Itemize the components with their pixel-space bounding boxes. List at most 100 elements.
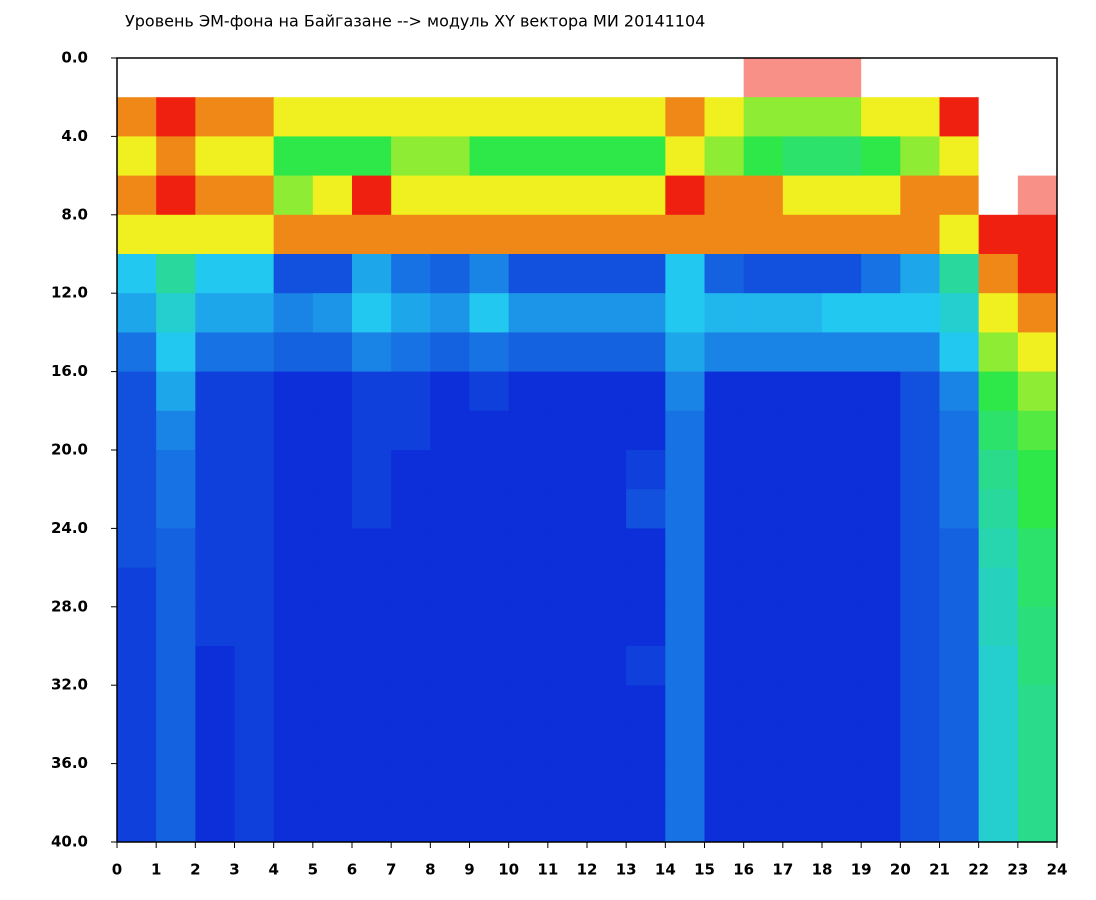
heat-cell <box>822 175 862 216</box>
x-tick-label: 9 <box>464 861 474 879</box>
heat-cell <box>195 802 235 843</box>
heat-cell <box>391 646 431 686</box>
x-tick-label: 22 <box>968 861 989 879</box>
heat-cell <box>782 450 823 490</box>
heat-cell <box>743 763 784 804</box>
heat-cell <box>352 528 392 569</box>
heat-cell <box>822 97 862 137</box>
heat-cell <box>978 450 1019 490</box>
heat-cell <box>1017 489 1058 529</box>
heat-cell <box>626 175 666 216</box>
heat-cell <box>939 332 980 373</box>
heat-cell <box>195 489 235 529</box>
heat-cell <box>900 685 940 725</box>
heat-cell <box>861 685 901 725</box>
heat-cell <box>312 802 353 843</box>
heat-cell <box>861 410 901 451</box>
heat-cell <box>704 332 745 373</box>
heat-cell <box>234 136 275 177</box>
heat-cell <box>156 293 196 333</box>
heat-cell <box>822 332 862 373</box>
heat-cell <box>156 646 196 686</box>
heat-cell <box>312 58 353 98</box>
heat-cell <box>547 293 588 333</box>
heat-cell <box>430 802 470 843</box>
heat-cell <box>469 175 510 216</box>
x-tick-label: 17 <box>772 861 793 879</box>
heat-cell <box>704 97 745 137</box>
heat-cell <box>665 567 705 608</box>
heat-cell <box>352 567 392 608</box>
heat-cell <box>978 97 1019 137</box>
heat-cell <box>391 685 431 725</box>
heat-cell <box>508 802 549 843</box>
heat-cell <box>978 724 1019 765</box>
heat-cell <box>861 724 901 765</box>
heat-cell <box>430 489 470 529</box>
x-tick-label: 0 <box>112 861 122 879</box>
heat-cell <box>1017 763 1058 804</box>
heat-cell <box>117 724 157 765</box>
heat-cell <box>469 293 510 333</box>
heat-cell <box>234 332 275 373</box>
heat-cell <box>822 528 862 569</box>
heat-cell <box>861 567 901 608</box>
heat-cell <box>822 214 862 255</box>
heat-cell <box>939 724 980 765</box>
heat-cell <box>782 724 823 765</box>
heat-cell <box>273 763 314 804</box>
heat-cell <box>782 489 823 529</box>
heat-cell <box>900 606 940 647</box>
heat-cell <box>626 528 666 569</box>
heat-cell <box>1017 332 1058 373</box>
y-tick-label: 28.0 <box>51 597 88 615</box>
heat-cell <box>782 136 823 177</box>
heat-cell <box>939 646 980 686</box>
heat-cell <box>273 97 314 137</box>
heat-cell <box>704 450 745 490</box>
x-tick-label: 23 <box>1007 861 1028 879</box>
heat-cell <box>273 175 314 216</box>
heat-cell <box>156 175 196 216</box>
heat-cell <box>626 567 666 608</box>
heat-cell <box>469 528 510 569</box>
heat-cell <box>508 293 549 333</box>
heat-cell <box>508 332 549 373</box>
heat-cell <box>587 489 627 529</box>
heat-cell <box>665 410 705 451</box>
heat-cell <box>547 685 588 725</box>
heat-cell <box>195 175 235 216</box>
heat-cell <box>626 450 666 490</box>
heat-cell <box>900 58 940 98</box>
heat-cell <box>469 567 510 608</box>
heat-cell <box>704 528 745 569</box>
y-tick-label: 24.0 <box>51 519 88 537</box>
heat-cell <box>665 528 705 569</box>
heat-cell <box>391 763 431 804</box>
heat-cell <box>117 97 157 137</box>
heat-cell <box>587 371 627 412</box>
heat-cell <box>547 646 588 686</box>
heat-cell <box>861 293 901 333</box>
y-tick-label: 16.0 <box>51 362 88 380</box>
heat-cell <box>939 254 980 294</box>
heat-cell <box>822 410 862 451</box>
heat-cell <box>900 371 940 412</box>
heat-cell <box>704 410 745 451</box>
heat-cell <box>587 528 627 569</box>
heat-cell <box>547 450 588 490</box>
heat-cell <box>391 371 431 412</box>
x-tick-label: 13 <box>616 861 637 879</box>
heat-cell <box>900 175 940 216</box>
heat-cell <box>547 332 588 373</box>
heat-cell <box>234 58 275 98</box>
heat-cell <box>508 410 549 451</box>
heat-cell <box>547 410 588 451</box>
heat-cell <box>469 763 510 804</box>
heat-cell <box>587 724 627 765</box>
heat-cell <box>900 450 940 490</box>
heat-cell <box>156 450 196 490</box>
heat-cell <box>587 802 627 843</box>
heat-cell <box>469 646 510 686</box>
heat-cell <box>626 332 666 373</box>
